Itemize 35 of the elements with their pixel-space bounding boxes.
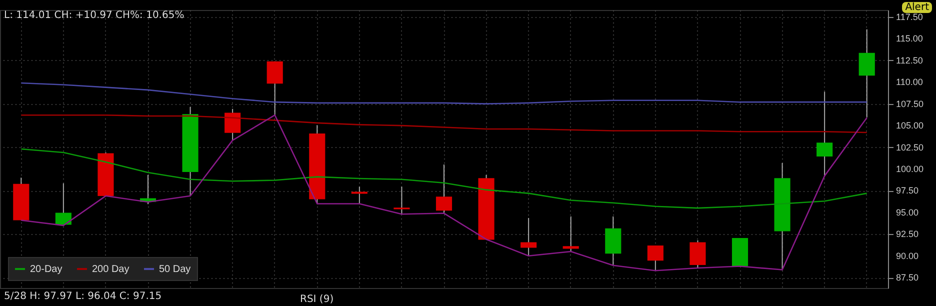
candlestick (520, 217, 537, 256)
y-tick-label: 92.50 (896, 229, 919, 240)
y-tick-label: 100.00 (896, 164, 924, 174)
candlestick (55, 182, 72, 226)
candlestick (224, 108, 241, 141)
legend-label: 50 Day (159, 264, 191, 275)
candlestick (351, 186, 368, 204)
y-tick-label: 107.50 (896, 98, 924, 109)
y-tick-label: 102.50 (896, 142, 924, 152)
y-tick-label: 90.00 (896, 250, 919, 261)
candlestick (690, 240, 706, 269)
legend-label: 20-Day (30, 264, 62, 275)
y-tick-label: 115.00 (896, 34, 923, 44)
candlestick (436, 164, 452, 214)
text: Alert (902, 2, 932, 13)
line-series (20, 114, 868, 134)
candlestick (266, 60, 283, 116)
y-tick-label: 95.00 (896, 207, 919, 218)
line-series (20, 148, 868, 209)
line-series (20, 82, 868, 104)
candlestick (816, 91, 833, 176)
y-tick-label: 97.50 (896, 186, 919, 196)
y-tick-label: 87.50 (896, 272, 919, 283)
candlestick (858, 28, 875, 118)
candlestick (394, 186, 410, 215)
annotation: L: 114.01 CH: +10.97 CH%: 10.65% (4, 10, 184, 21)
y-tick-label: 117.50 (896, 12, 923, 22)
y-tick-label: 112.50 (896, 55, 923, 66)
y-tick-label: 110.00 (896, 77, 923, 88)
text: 5/28 H: 97.97 L: 96.04 C: 97.15 (4, 291, 162, 302)
y-tick-label: 105.00 (896, 120, 924, 131)
candlestick (562, 216, 579, 252)
candlestick (647, 245, 664, 271)
legend-label: 200 Day (92, 264, 130, 275)
text: RSI (9) (300, 294, 334, 305)
